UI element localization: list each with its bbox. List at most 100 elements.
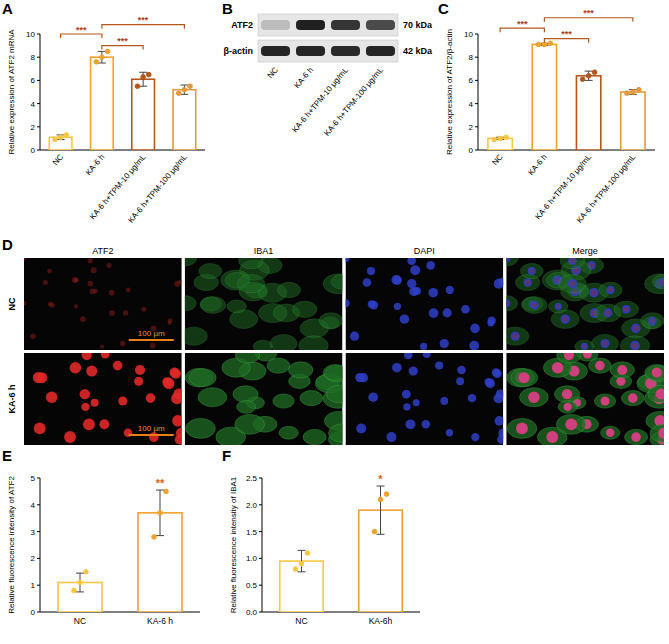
y-axis-title: Relative fluorescence intensity of ATF2 bbox=[7, 476, 16, 614]
atf2-signal bbox=[650, 318, 655, 323]
atf2-signal bbox=[46, 391, 58, 403]
x-tick-label: NC bbox=[490, 152, 504, 167]
y-axis-title: Relative expression of ATF2/β-actin bbox=[445, 29, 454, 155]
atf2-signal bbox=[624, 307, 629, 312]
panel: 0246810Relative expression of ATF2/β-act… bbox=[445, 8, 655, 224]
error-cap bbox=[377, 534, 385, 535]
atf2-signal bbox=[120, 341, 125, 346]
nucleus bbox=[346, 299, 350, 307]
atf2-signal bbox=[150, 343, 156, 349]
atf2-signal bbox=[47, 269, 52, 274]
nucleus bbox=[630, 341, 640, 350]
y-tick-label: 8 bbox=[469, 53, 474, 62]
y-axis bbox=[262, 478, 263, 612]
bar bbox=[173, 90, 196, 150]
nucleus bbox=[530, 301, 539, 310]
bar bbox=[576, 76, 600, 150]
error-cap bbox=[98, 63, 106, 64]
error-cap bbox=[98, 51, 106, 52]
panel: 0.00.51.01.52.02.5Relative fluorescence … bbox=[229, 473, 420, 626]
y-tick-label: 2.5 bbox=[246, 474, 258, 483]
significance-bracket bbox=[102, 46, 143, 50]
nucleus bbox=[492, 368, 500, 376]
y-tick bbox=[37, 612, 40, 613]
nucleus bbox=[659, 278, 664, 286]
cell-body bbox=[323, 365, 342, 381]
band bbox=[366, 46, 395, 56]
nucleus bbox=[461, 305, 470, 314]
atf2-signal bbox=[570, 258, 575, 263]
atf2-signal bbox=[628, 393, 638, 403]
atf2-signal bbox=[83, 418, 95, 430]
image-grid: ATF2IBA1DAPIMergeNC100 μmKA-6 h100 μm bbox=[7, 246, 669, 448]
x-tick-label: KA-6 h bbox=[147, 616, 173, 626]
cell-body bbox=[329, 424, 343, 442]
atf2-signal bbox=[141, 307, 146, 312]
panel-letter: E bbox=[2, 447, 12, 464]
atf2-signal bbox=[36, 372, 47, 383]
y-tick bbox=[37, 478, 40, 479]
marks bbox=[280, 486, 402, 612]
atf2-signal bbox=[564, 353, 574, 360]
image-ground bbox=[24, 258, 182, 350]
cell-body bbox=[227, 300, 246, 313]
marks bbox=[49, 49, 195, 150]
cell-body bbox=[253, 340, 272, 350]
panel: 012345Relative fluorescence intensity of… bbox=[7, 474, 200, 626]
cell-body bbox=[614, 301, 638, 317]
nucleus bbox=[520, 373, 529, 382]
atf2-signal bbox=[602, 341, 607, 346]
nucleus bbox=[387, 432, 397, 442]
y-tick bbox=[259, 612, 262, 613]
y-axis-title: Relative expression of ATF2 mRNA bbox=[7, 29, 16, 155]
error-cap bbox=[377, 486, 385, 487]
point bbox=[100, 55, 105, 60]
error-bar bbox=[98, 51, 106, 63]
nucleus bbox=[368, 392, 378, 402]
atf2-signal bbox=[149, 432, 159, 442]
cell-body bbox=[575, 340, 594, 350]
cell-body bbox=[557, 353, 581, 363]
y-tick bbox=[475, 103, 478, 104]
atf2-signal bbox=[43, 280, 48, 285]
band bbox=[331, 20, 360, 30]
nucleus bbox=[469, 341, 479, 350]
y-tick bbox=[37, 150, 40, 151]
nucleus bbox=[566, 419, 576, 429]
atf2-signal bbox=[595, 361, 605, 371]
atf2-signal bbox=[608, 288, 613, 293]
point bbox=[372, 529, 377, 534]
significance-bracket bbox=[544, 18, 633, 22]
atf2-signal bbox=[74, 304, 78, 308]
point bbox=[548, 41, 553, 46]
y-axis-title: Relative fluorescence intensity of IBA1 bbox=[229, 476, 238, 613]
atf2-signal bbox=[113, 361, 123, 371]
error-cap bbox=[180, 85, 188, 86]
image-ground bbox=[346, 258, 504, 350]
significance-label: *** bbox=[138, 15, 149, 25]
scale-bar-label: 100 μm bbox=[138, 424, 165, 433]
panel-letter: A bbox=[2, 0, 13, 17]
significance-bracket bbox=[102, 25, 185, 29]
y-tick bbox=[259, 478, 262, 479]
nucleus bbox=[632, 433, 640, 441]
nucleus bbox=[440, 397, 448, 405]
nucleus bbox=[563, 390, 572, 399]
error-cap bbox=[139, 72, 147, 73]
atf2-signal bbox=[506, 301, 508, 306]
y-tick-label: 1.0 bbox=[246, 554, 258, 563]
atf2-signal bbox=[74, 278, 79, 283]
blot-strip bbox=[258, 14, 398, 36]
nucleus bbox=[392, 363, 402, 373]
cell-body bbox=[507, 418, 537, 438]
cell-body bbox=[625, 429, 648, 444]
band bbox=[331, 46, 360, 56]
nucleus bbox=[607, 429, 614, 436]
point bbox=[498, 136, 503, 141]
atf2-signal bbox=[86, 366, 97, 377]
y-tick bbox=[475, 57, 478, 58]
cell-body bbox=[506, 258, 518, 266]
nucleus bbox=[423, 353, 431, 358]
nucleus bbox=[584, 353, 592, 358]
atf2-signal bbox=[519, 372, 530, 383]
